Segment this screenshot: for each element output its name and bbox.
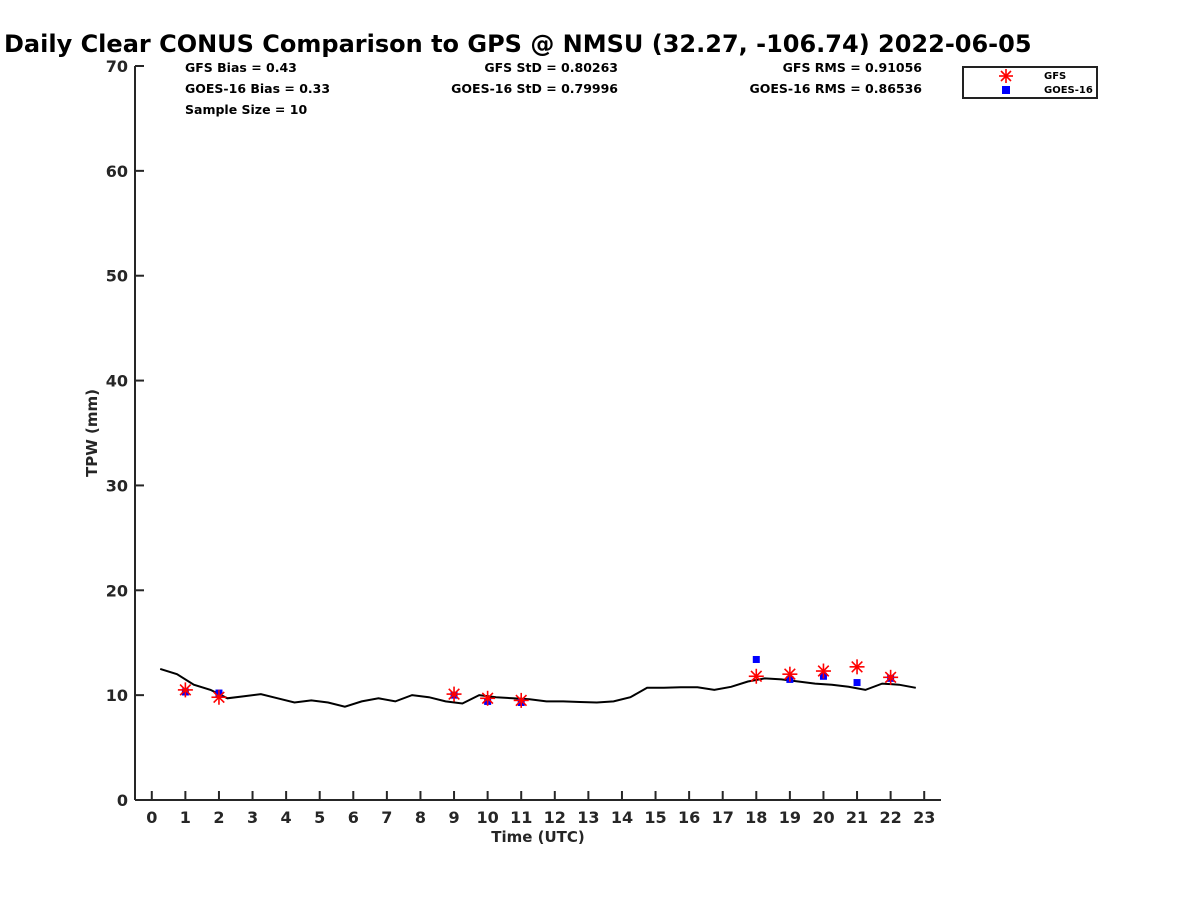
gfs-series [177,659,899,708]
stats-panel: GFS Bias = 0.43 GOES-16 Bias = 0.33 Samp… [0,0,1200,130]
x-tick-label: 20 [812,808,834,827]
gps-series [159,667,916,708]
goes-rms-stat: GOES-16 RMS = 0.86536 [749,81,922,96]
goes-bias-stat: GOES-16 Bias = 0.33 [185,81,331,96]
y-tick-label: 70 [106,57,128,76]
x-tick-label: 11 [510,808,532,827]
x-tick-label: 8 [415,808,426,827]
blue-square-icon [1002,86,1010,94]
x-tick-label: 9 [448,808,459,827]
gfs-point [849,659,865,675]
x-tick-label: 6 [348,808,359,827]
gfs-point [782,666,798,682]
y-tick-label: 30 [106,476,128,495]
y-tick-label: 0 [117,791,128,810]
x-tick-label: 14 [611,808,633,827]
y-tick-label: 60 [106,162,128,181]
x-tick-label: 16 [678,808,700,827]
legend-item-gfs: GFS [964,69,1100,83]
x-tick-label: 7 [381,808,392,827]
gfs-point [177,682,193,698]
gfs-point [748,668,764,684]
y-tick-label: 20 [106,581,128,600]
x-tick-label: 4 [281,808,292,827]
y-tick-label: 40 [106,372,128,391]
x-tick-label: 15 [644,808,666,827]
gfs-rms-stat: GFS RMS = 0.91056 [782,60,922,75]
gfs-point [446,686,462,702]
gfs-bias-stat: GFS Bias = 0.43 [185,60,297,75]
goes-point [853,679,861,687]
y-tick-label: 50 [106,267,128,286]
x-tick-label: 1 [180,808,191,827]
x-axis-label: Time (UTC) [491,828,585,846]
red-asterisk-icon [999,69,1013,83]
legend-label-goes: GOES-16 [1044,85,1093,96]
goes-point [752,655,760,663]
x-tick-label: 0 [146,808,157,827]
x-tick-label: 18 [745,808,767,827]
x-tick-label: 21 [846,808,868,827]
gps-line [159,667,916,708]
legend-item-goes: GOES-16 [964,83,1100,97]
sample-size-stat: Sample Size = 10 [185,102,308,117]
x-tick-label: 10 [476,808,498,827]
x-tick-label: 5 [314,808,325,827]
gfs-point [513,692,529,708]
x-tick-label: 19 [779,808,801,827]
x-tick-label: 17 [712,808,734,827]
legend: GFS GOES-16 [962,66,1098,99]
x-tick-label: 12 [544,808,566,827]
x-tick-label: 3 [247,808,258,827]
goes-series [181,655,895,706]
x-tick-label: 2 [213,808,224,827]
x-tick-label: 22 [879,808,901,827]
goes-std-stat: GOES-16 StD = 0.79996 [451,81,618,96]
legend-label-gfs: GFS [1044,71,1067,82]
gfs-point [480,690,496,706]
chart-title: Daily Clear CONUS Comparison to GPS @ NM… [4,30,1032,58]
gfs-point [883,669,899,685]
gfs-std-stat: GFS StD = 0.80263 [484,60,618,75]
x-tick-label: 13 [577,808,599,827]
x-tick-label: 23 [913,808,935,827]
gfs-point [211,689,227,705]
y-axis-label: TPW (mm) [83,389,101,477]
gfs-point [815,663,831,679]
y-tick-label: 10 [106,686,128,705]
